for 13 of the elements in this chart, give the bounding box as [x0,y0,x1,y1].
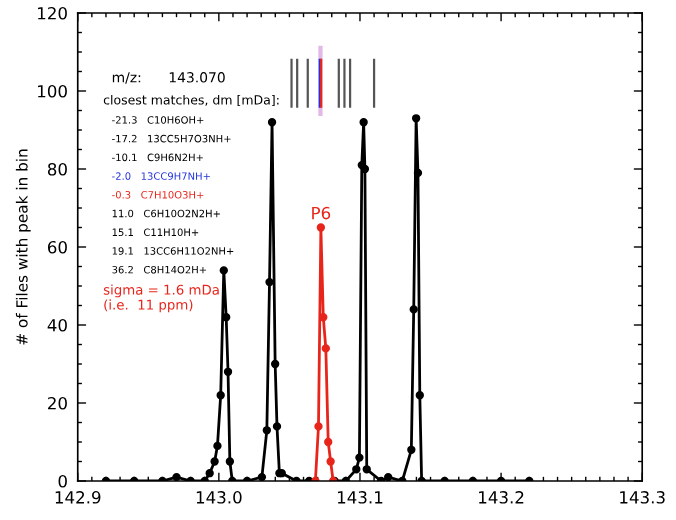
y-tick-label: 20 [48,396,67,410]
x-tick-label: 143.1 [337,491,383,504]
y-tick-label: 80 [47,162,67,176]
y-tick-label: 120 [38,6,67,20]
x-tick-label: 143.2 [479,491,524,504]
y-tick-label: 100 [38,84,67,98]
x-tick-label: 142.9 [55,491,101,504]
y-tick-label: 60 [47,240,67,254]
y-tick-label: 0 [58,474,67,488]
annotation: P6 [312,206,331,220]
x-tick-label: 143.0 [196,491,242,504]
y-tick-label: 40 [47,318,67,332]
x-tick-label: 143.3 [620,491,665,504]
